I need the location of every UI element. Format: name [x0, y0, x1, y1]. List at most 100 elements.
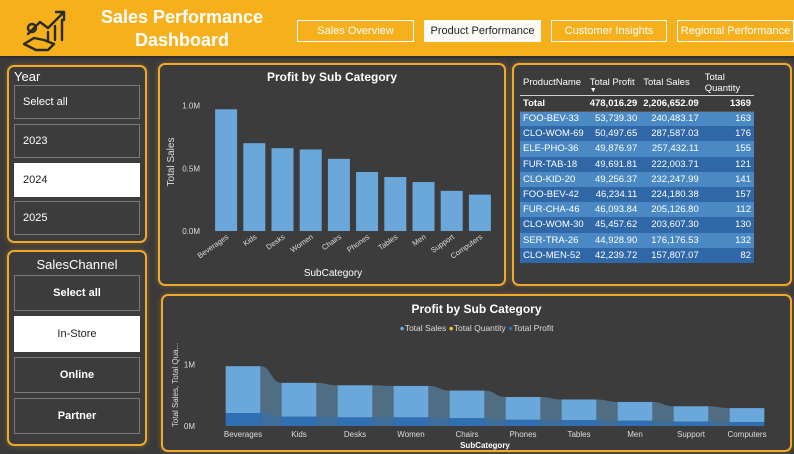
col-total-quantity[interactable]: Total Quantity — [704, 71, 741, 94]
profit-segment-tables[interactable] — [561, 420, 597, 426]
product-name-cell: FOO-BEV-42 — [520, 186, 587, 203]
sales-segment-phones[interactable] — [505, 397, 541, 420]
profit-cell: 49,876.97 — [586, 141, 641, 157]
bar-men[interactable] — [412, 182, 435, 231]
bar-chart: 1.0M 0.5M 0.0M Total Sales Beverages Kids Desk… — [166, 102, 491, 279]
sales-cell: 287,587.03 — [640, 126, 702, 142]
col-total-sales[interactable]: Total Sales — [643, 77, 690, 89]
sales-cell: 232,247.99 — [640, 171, 702, 187]
sales-cell: 222,003.71 — [640, 156, 702, 172]
bar-kids[interactable] — [243, 143, 266, 231]
product-name-cell: FOO-BEV-33 — [520, 111, 587, 127]
profit-segment-kids[interactable] — [281, 416, 317, 426]
year-option-2025[interactable]: 2025 — [14, 201, 140, 235]
profit-segment-phones[interactable] — [505, 419, 541, 426]
col-product-name[interactable]: ProductName — [523, 77, 582, 89]
matrix-row[interactable]: ELE-PHO-36 49,876.97 257,432.11 155 — [520, 141, 754, 157]
quantity-cell: 112 — [701, 202, 754, 218]
bar-x-axis-label: SubCategory — [304, 268, 362, 279]
matrix-row[interactable]: CLO-WOM-30 45,457.62 203,607.30 130 — [520, 217, 754, 233]
nav-regional-performance[interactable]: Regional Performance — [677, 20, 794, 42]
sales-channel-slicer: SalesChannel Select all In-Store Online … — [7, 250, 147, 446]
bar-chairs[interactable] — [327, 158, 350, 231]
sales-ribbon — [428, 385, 450, 426]
nav-customer-insights[interactable]: Customer Insights — [551, 20, 667, 42]
matrix-row[interactable]: CLO-MEN-52 42,239.72 157,807.07 82 — [520, 247, 754, 263]
bar-support[interactable] — [440, 190, 463, 231]
profit-segment-men[interactable] — [617, 420, 653, 426]
matrix-row[interactable]: FOO-BEV-42 46,234.11 224,180.38 157 — [520, 186, 754, 203]
sales-segment-desks[interactable] — [337, 385, 373, 418]
profit-ribbon — [372, 417, 394, 426]
channel-option-in-store[interactable]: In-Store — [14, 316, 140, 352]
profit-ribbon-chart-panel: Profit by Sub Category ●Total Sales ●Tot… — [161, 294, 792, 452]
bar-computers[interactable] — [468, 194, 491, 231]
profit-cell: 53,739.30 — [586, 111, 641, 127]
bar-chart-title: Profit by Sub Category — [266, 70, 397, 84]
sales-segment-men[interactable] — [617, 401, 653, 421]
ribbon-y-tick: 1M — [184, 360, 195, 369]
channel-option-select-all[interactable]: Select all — [14, 275, 140, 311]
quantity-cell: 82 — [701, 247, 754, 263]
channel-option-partner[interactable]: Partner — [14, 398, 140, 434]
sales-ribbon — [484, 390, 506, 426]
matrix-row[interactable]: FUR-TAB-18 49,691.81 222,003.71 121 — [520, 156, 754, 172]
product-matrix-panel: ProductName Total Profit ▼ Total Sales To… — [512, 63, 792, 286]
sales-segment-support[interactable] — [673, 406, 709, 422]
sales-segment-tables[interactable] — [561, 399, 597, 421]
bar-x-tick: Men — [411, 232, 428, 248]
sales-segment-women[interactable] — [393, 385, 429, 418]
bar-women[interactable] — [299, 149, 322, 231]
profit-segment-women[interactable] — [393, 417, 429, 426]
profit-segment-computers[interactable] — [729, 422, 765, 426]
product-name-cell: CLO-KID-20 — [520, 171, 587, 187]
year-slicer-title: Year — [14, 69, 41, 84]
matrix-row[interactable]: CLO-WOM-69 50,497.65 287,587.03 176 — [520, 126, 754, 142]
year-option-2023[interactable]: 2023 — [14, 124, 140, 158]
bar-beverages[interactable] — [215, 109, 238, 231]
profit-bar-chart-panel: Profit by Sub Category 1.0M 0.5M 0.0M Total… — [158, 63, 506, 286]
nav-sales-overview[interactable]: Sales Overview — [297, 20, 414, 42]
sales-segment-kids[interactable] — [281, 382, 317, 417]
sales-cell: 176,176.53 — [640, 232, 702, 248]
matrix-row[interactable]: SER-TRA-26 44,928.90 176,176.53 132 — [520, 232, 754, 248]
ribbon-x-tick: Desks — [344, 430, 366, 439]
matrix-row[interactable]: FUR-CHA-46 46,093.84 205,126.80 112 — [520, 202, 754, 218]
channel-option-online[interactable]: Online — [14, 357, 140, 393]
year-option-2024[interactable]: 2024 — [14, 163, 140, 197]
bar-desks[interactable] — [271, 148, 294, 231]
ribbon-chart: Beverages Kids Desks Women Chairs Phones Table… — [171, 343, 767, 450]
sales-segment-computers[interactable] — [729, 408, 765, 423]
profit-cell: 44,928.90 — [586, 232, 641, 248]
bar-phones[interactable] — [356, 172, 379, 231]
profit-segment-support[interactable] — [673, 421, 709, 426]
profit-segment-chairs[interactable] — [449, 418, 485, 426]
year-option-select-all[interactable]: Select all — [14, 85, 140, 119]
bar-x-tick: Tables — [377, 232, 400, 252]
bar-tables[interactable] — [384, 177, 407, 231]
col-total-profit[interactable]: Total Profit ▼ — [587, 71, 641, 95]
product-name-cell: CLO-WOM-69 — [520, 126, 587, 142]
profit-cell: 46,093.84 — [586, 202, 641, 218]
matrix-row[interactable]: CLO-KID-20 49,256.37 232,247.99 141 — [520, 171, 754, 187]
sales-cell: 240,483.17 — [640, 111, 702, 127]
legend-profit-icon: ● — [508, 323, 514, 333]
quantity-cell: 121 — [701, 156, 754, 172]
profit-segment-beverages[interactable] — [225, 413, 261, 426]
sales-channel-slicer-title: SalesChannel — [36, 257, 118, 272]
sales-segment-beverages[interactable] — [225, 366, 261, 414]
sales-ribbon — [372, 385, 394, 426]
bar-x-tick: Kids — [241, 232, 258, 248]
profit-ribbon — [540, 419, 562, 426]
quantity-cell: 163 — [701, 111, 754, 127]
total-sales: 2,206,652.09 — [640, 94, 702, 112]
quantity-cell: 176 — [701, 126, 754, 142]
ribbon-x-tick: Chairs — [455, 430, 478, 439]
nav-product-performance[interactable]: Product Performance — [424, 20, 541, 42]
profit-segment-desks[interactable] — [337, 417, 373, 426]
sales-segment-chairs[interactable] — [449, 390, 485, 419]
sales-cell: 157,807.07 — [640, 247, 702, 263]
ribbon-legend: ●Total Sales ●Total Quantity ●Total Prof… — [163, 323, 790, 333]
matrix-row[interactable]: FOO-BEV-33 53,739.30 240,483.17 163 — [520, 111, 754, 127]
dashboard-title: Sales Performance Dashboard — [96, 6, 268, 52]
